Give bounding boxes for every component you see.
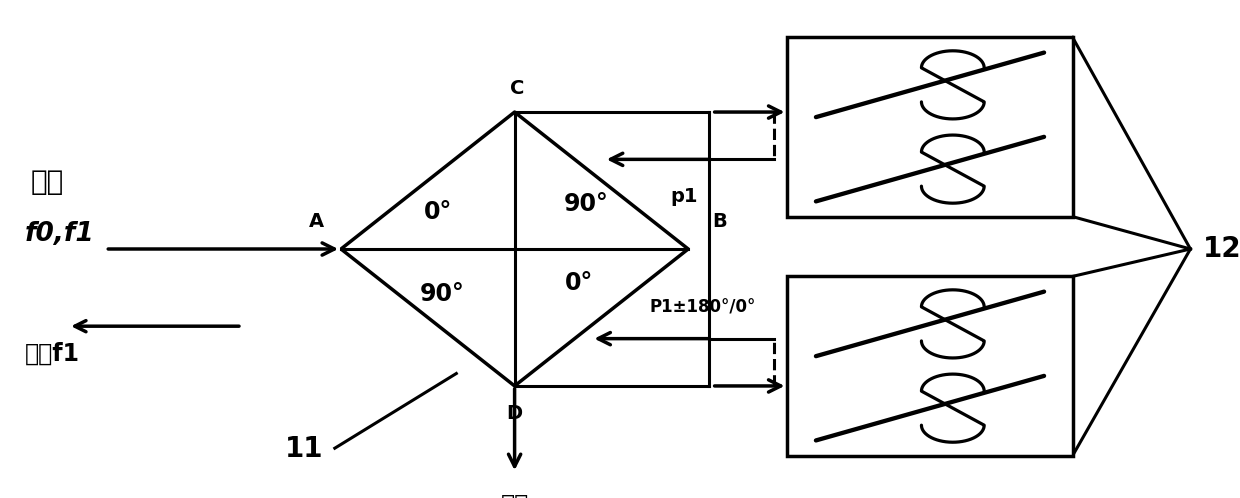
Text: p1: p1 (671, 187, 698, 206)
Text: 反射f1: 反射f1 (25, 342, 79, 366)
Bar (787, 37, 1073, 217)
Text: 0°: 0° (565, 271, 593, 295)
Text: P1±180°/0°: P1±180°/0° (650, 299, 756, 317)
Text: 输入: 输入 (31, 168, 64, 196)
Text: 输出: 输出 (501, 493, 528, 498)
Text: B: B (712, 212, 727, 231)
Text: f0,f1: f0,f1 (25, 221, 94, 247)
Text: 0°: 0° (424, 200, 451, 224)
Bar (787, 276, 1073, 456)
Text: C: C (510, 79, 525, 98)
Text: D: D (506, 404, 523, 423)
Text: 90°: 90° (564, 192, 609, 216)
Text: 90°: 90° (420, 282, 465, 306)
Text: 12: 12 (1203, 235, 1240, 263)
Text: A: A (309, 212, 324, 231)
Text: 11: 11 (284, 435, 324, 463)
